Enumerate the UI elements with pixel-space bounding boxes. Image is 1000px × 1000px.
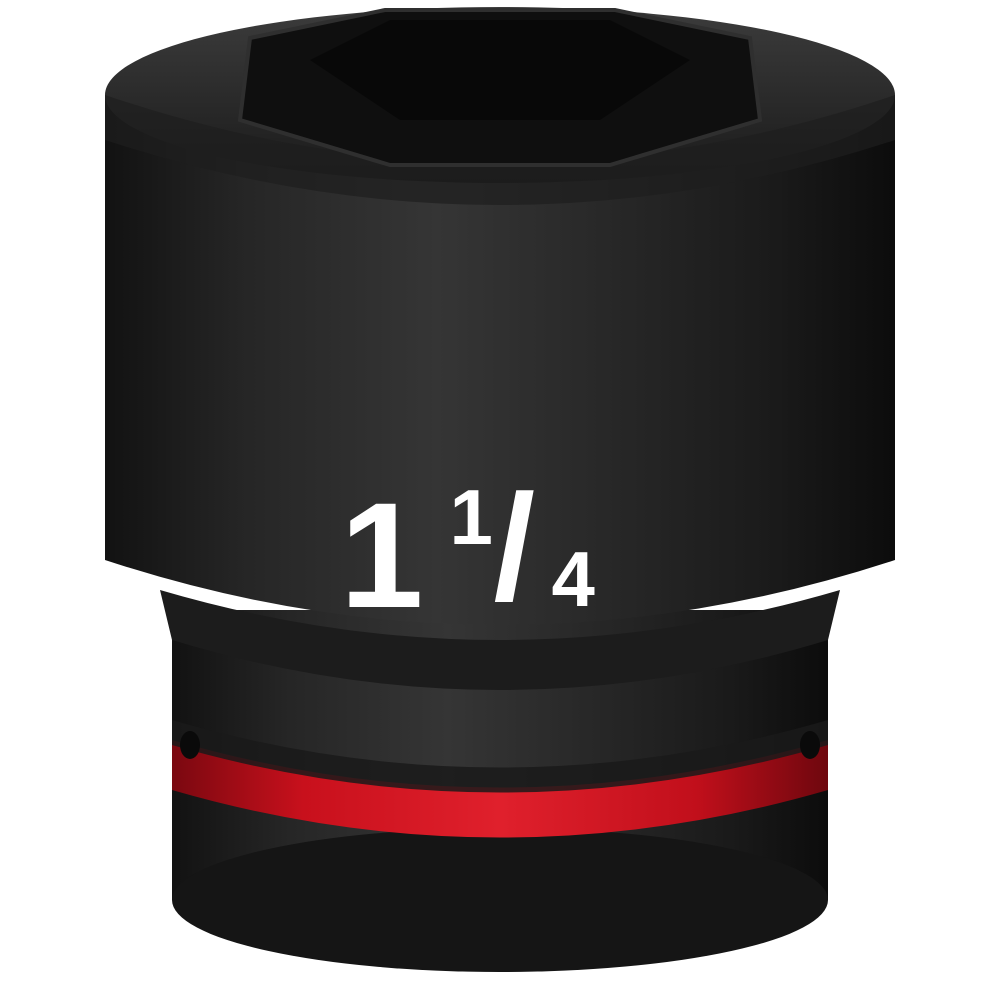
size-whole-number: 1 [340,471,423,639]
fraction-numerator: 1 [449,473,493,561]
fraction-denominator: 4 [551,535,595,623]
size-marking: 1 1 / 4 [330,470,690,640]
size-fraction: 1 / 4 [449,470,649,640]
socket-body [105,95,895,625]
fraction-slash: / [493,463,536,631]
